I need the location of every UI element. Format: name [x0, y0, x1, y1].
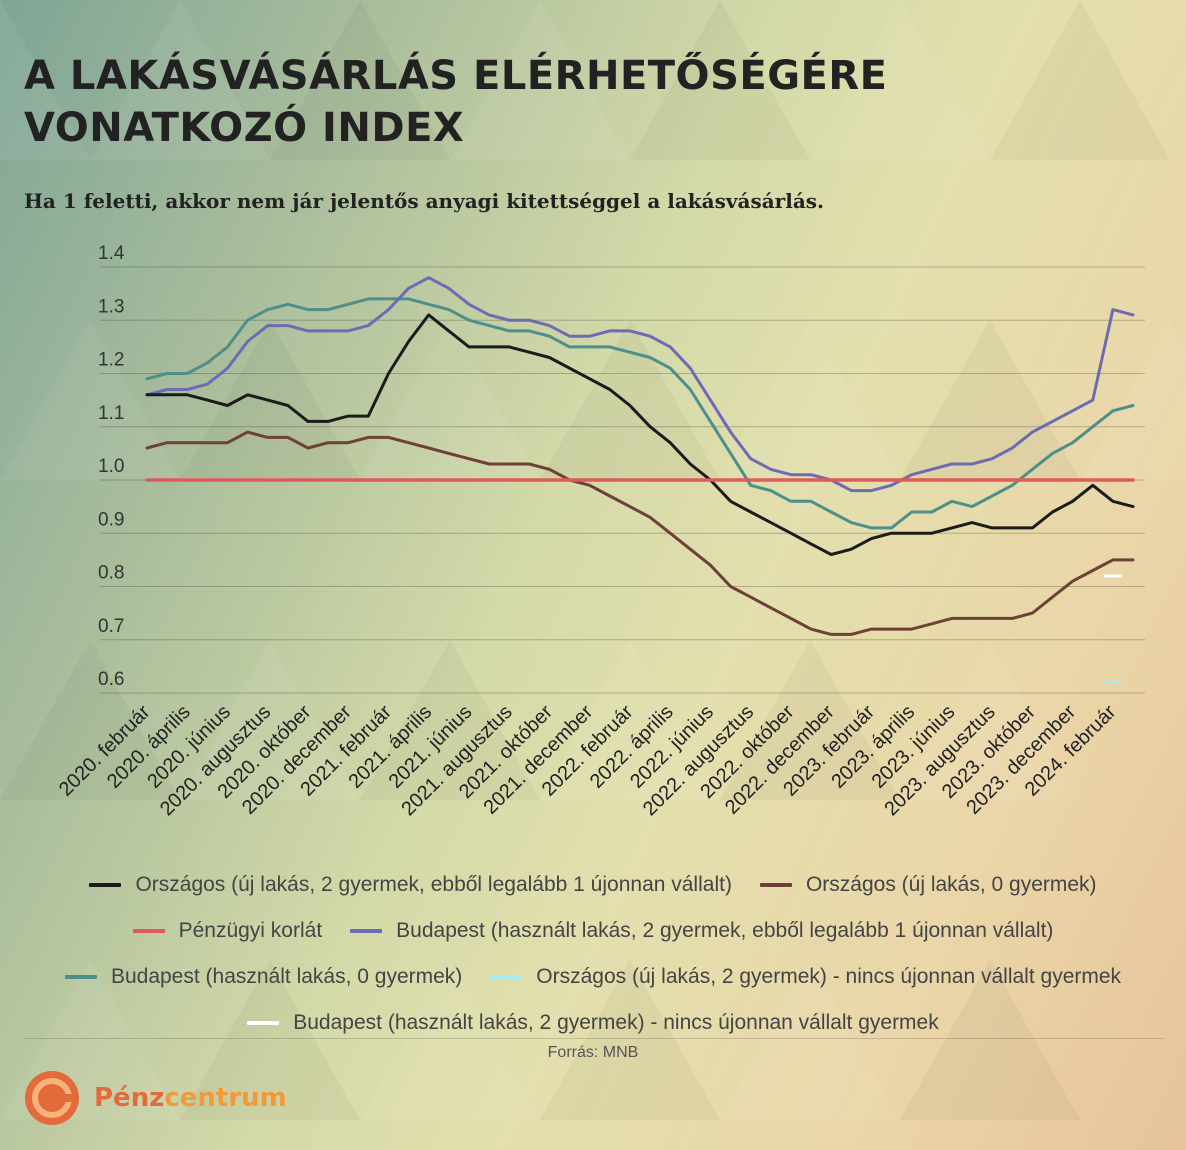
y-tick-label: 1.2	[98, 350, 124, 371]
y-tick-label: 1.1	[98, 403, 124, 424]
legend-item[interactable]: Országos (új lakás, 0 gyermek)	[759, 873, 1097, 897]
legend-label: Országos (új lakás, 2 gyermek) - nincs ú…	[536, 965, 1122, 988]
legend-item[interactable]: Budapest (használt lakás, 0 gyermek)	[64, 965, 463, 989]
legend-item[interactable]: Országos (új lakás, 2 gyermek, ebből leg…	[89, 873, 732, 897]
chart-subtitle: Ha 1 feletti, akkor nem jár jelentős any…	[24, 189, 824, 213]
legend-label: Budapest (használt lakás, 2 gyermek, ebb…	[396, 919, 1054, 942]
chart-legend: Országos (új lakás, 2 gyermek, ebből leg…	[0, 862, 1186, 1046]
legend-row: Budapest (használt lakás, 2 gyermek) - n…	[0, 1000, 1186, 1046]
title-line-2: VONATKOZÓ INDEX	[24, 105, 465, 151]
source-note: Forrás: MNB	[547, 1044, 639, 1061]
brand-name: Pénzcentrum	[94, 1083, 287, 1113]
y-tick-label: 1.4	[98, 243, 125, 264]
legend-item[interactable]: Országos (új lakás, 2 gyermek) - nincs ú…	[490, 965, 1121, 989]
brand-name-part2: centrum	[164, 1083, 287, 1113]
legend-item[interactable]: Pénzügyi korlát	[132, 919, 323, 943]
legend-item[interactable]: Budapest (használt lakás, 2 gyermek) - n…	[247, 1011, 939, 1035]
legend-label: Budapest (használt lakás, 0 gyermek)	[110, 965, 463, 988]
legend-swatch	[64, 975, 97, 979]
pc-logo-icon	[25, 1071, 79, 1125]
y-tick-label: 1.0	[98, 456, 124, 477]
y-tick-label: 0.9	[98, 509, 124, 530]
legend-row: Pénzügyi korlát Budapest (használt lakás,…	[0, 908, 1186, 954]
brand-logo[interactable]: Pénzcentrum	[24, 1070, 287, 1126]
legend-row: Országos (új lakás, 2 gyermek, ebből leg…	[0, 862, 1186, 908]
series-line	[145, 430, 1135, 636]
page-title: A LAKÁSVÁSÁRLÁS ELÉRHETŐSÉGÉRE VONATKOZÓ…	[24, 50, 887, 154]
legend-swatch	[247, 1021, 280, 1025]
title-line-1: A LAKÁSVÁSÁRLÁS ELÉRHETŐSÉGÉRE	[24, 53, 888, 99]
legend-label: Országos (új lakás, 0 gyermek)	[805, 873, 1097, 896]
legend-label: Budapest (használt lakás, 2 gyermek) - n…	[293, 1011, 939, 1034]
legend-swatch	[759, 883, 792, 887]
y-tick-label: 0.6	[98, 669, 124, 690]
legend-swatch	[132, 929, 165, 933]
legend-label: Pénzügyi korlát	[178, 919, 323, 942]
legend-swatch	[490, 975, 523, 979]
legend-item[interactable]: Budapest (használt lakás, 2 gyermek, ebb…	[350, 919, 1053, 943]
footer-divider	[24, 1038, 1164, 1039]
legend-swatch	[350, 929, 383, 933]
y-tick-label: 1.3	[98, 296, 124, 317]
legend-swatch	[89, 883, 122, 887]
series-line	[145, 276, 1135, 493]
series-line	[145, 313, 1135, 556]
brand-name-part1: Pénz	[94, 1083, 165, 1113]
legend-row: Budapest (használt lakás, 0 gyermek) Orsz…	[0, 954, 1186, 1000]
y-tick-label: 0.7	[98, 616, 124, 637]
y-tick-label: 0.8	[98, 563, 124, 584]
legend-label: Országos (új lakás, 2 gyermek, ebből leg…	[135, 873, 732, 896]
series-line	[145, 297, 1135, 530]
